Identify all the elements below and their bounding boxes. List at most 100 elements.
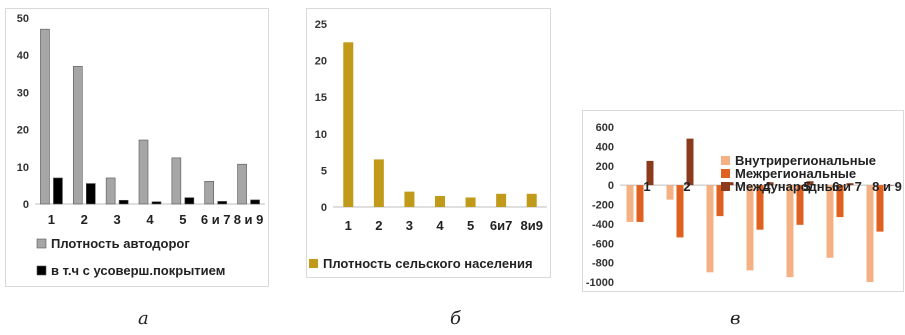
x-tick-label: 3 <box>114 212 121 227</box>
chart-c-panel: -1000-800-600-400-2000200400600123456 и … <box>575 0 905 300</box>
legend-swatch <box>36 238 47 249</box>
bar <box>796 185 804 225</box>
x-tick-label: 6и7 <box>490 218 512 233</box>
y-tick-label: 15 <box>315 92 327 104</box>
caption-b: б <box>450 308 461 329</box>
legend-label: Внутрирегиональные <box>735 153 876 168</box>
bar <box>343 42 354 207</box>
bar <box>250 199 260 205</box>
bar <box>786 185 794 278</box>
y-tick-label: 400 <box>596 141 614 153</box>
chart-c-frame <box>582 110 904 292</box>
x-tick-label: 4 <box>763 179 771 194</box>
x-tick-label: 4 <box>146 212 154 227</box>
y-tick-label: 10 <box>17 162 29 174</box>
bar <box>526 193 537 207</box>
bar <box>435 196 445 207</box>
y-tick-label: 0 <box>23 199 29 211</box>
x-tick-label: 5 <box>803 179 810 194</box>
bar <box>686 138 694 186</box>
bar <box>626 185 634 222</box>
bar <box>184 197 195 205</box>
y-tick-label: 20 <box>315 56 327 68</box>
y-tick-label: 40 <box>17 50 29 62</box>
bar <box>237 163 247 205</box>
legend-label: Международные <box>735 179 843 194</box>
legend-swatch <box>721 156 730 165</box>
bar <box>826 185 834 258</box>
bar <box>105 177 116 205</box>
legend-label: Плотность сельского населения <box>323 256 533 271</box>
x-tick-label: 8 и 9 <box>872 179 902 194</box>
bar <box>72 66 83 205</box>
y-tick-label: -600 <box>592 238 614 250</box>
bar <box>204 181 215 205</box>
x-tick-label: 2 <box>683 179 690 194</box>
x-tick-label: 1 <box>345 218 352 233</box>
bar <box>666 185 674 200</box>
legend-label: Плотность автодорог <box>51 236 190 251</box>
y-tick-label: -400 <box>592 219 614 231</box>
x-tick-label: 1 <box>48 212 55 227</box>
bar <box>846 183 854 186</box>
bar <box>766 182 774 186</box>
x-tick-label: 2 <box>81 212 88 227</box>
bar <box>373 159 384 207</box>
bar <box>746 185 754 271</box>
bar <box>138 139 149 205</box>
bar <box>151 201 162 205</box>
bar <box>716 185 724 217</box>
bar <box>465 197 476 207</box>
x-tick-label: 5 <box>467 218 474 233</box>
y-tick-label: 200 <box>596 161 614 173</box>
bar <box>646 160 654 186</box>
bar <box>118 199 129 205</box>
legend-swatch <box>309 259 318 268</box>
bar <box>53 177 63 205</box>
x-tick-label: 6 и 7 <box>201 212 231 227</box>
bar <box>85 183 96 205</box>
bar <box>886 185 894 186</box>
y-tick-label: 30 <box>17 87 29 99</box>
chart-c: -1000-800-600-400-2000200400600123456 и … <box>586 122 902 289</box>
x-tick-label: 6 и 7 <box>832 179 862 194</box>
x-tick-label: 3 <box>406 218 413 233</box>
y-tick-label: 25 <box>315 19 327 31</box>
x-tick-label: 8 и 9 <box>234 212 264 227</box>
bar <box>676 185 684 238</box>
y-tick-label: 20 <box>17 125 29 137</box>
legend-swatch <box>721 182 730 191</box>
legend-label: Межрегиональные <box>735 166 856 181</box>
legend-swatch <box>36 265 47 276</box>
chart-b: 0 5 10 15 20 25 1 2 3 4 5 6и7 8и9 Плотность сельского… <box>309 19 547 271</box>
x-tick-label: 5 <box>179 212 186 227</box>
y-tick-label: 50 <box>17 13 29 25</box>
bar <box>876 185 884 232</box>
caption-c: в <box>730 308 741 329</box>
y-tick-label: -200 <box>592 200 614 212</box>
bar <box>171 157 182 205</box>
y-tick-label: 0 <box>321 202 327 214</box>
y-tick-label: 0 <box>608 180 614 192</box>
bar <box>636 185 644 222</box>
bar <box>866 185 874 282</box>
bar <box>706 185 714 273</box>
bar <box>217 201 228 205</box>
chart-b-panel: 0 5 10 15 20 25 1 2 3 4 5 6и7 8и9 Плотность сельского… <box>300 0 560 300</box>
bar <box>40 28 50 205</box>
x-tick-label: 1 <box>643 179 650 194</box>
y-tick-label: 600 <box>596 122 614 134</box>
bar <box>806 181 814 186</box>
x-tick-label: 4 <box>436 218 444 233</box>
x-tick-label: 8и9 <box>520 218 542 233</box>
y-tick-label: 10 <box>315 129 327 141</box>
legend-label: в т.ч с усоверш.покрытием <box>51 263 225 278</box>
legend-swatch <box>721 169 730 178</box>
bar <box>836 185 844 218</box>
y-tick-label: -1000 <box>586 277 614 289</box>
caption-a: а <box>138 308 149 329</box>
x-tick-label: 2 <box>375 218 382 233</box>
y-tick-label: -800 <box>592 258 614 270</box>
